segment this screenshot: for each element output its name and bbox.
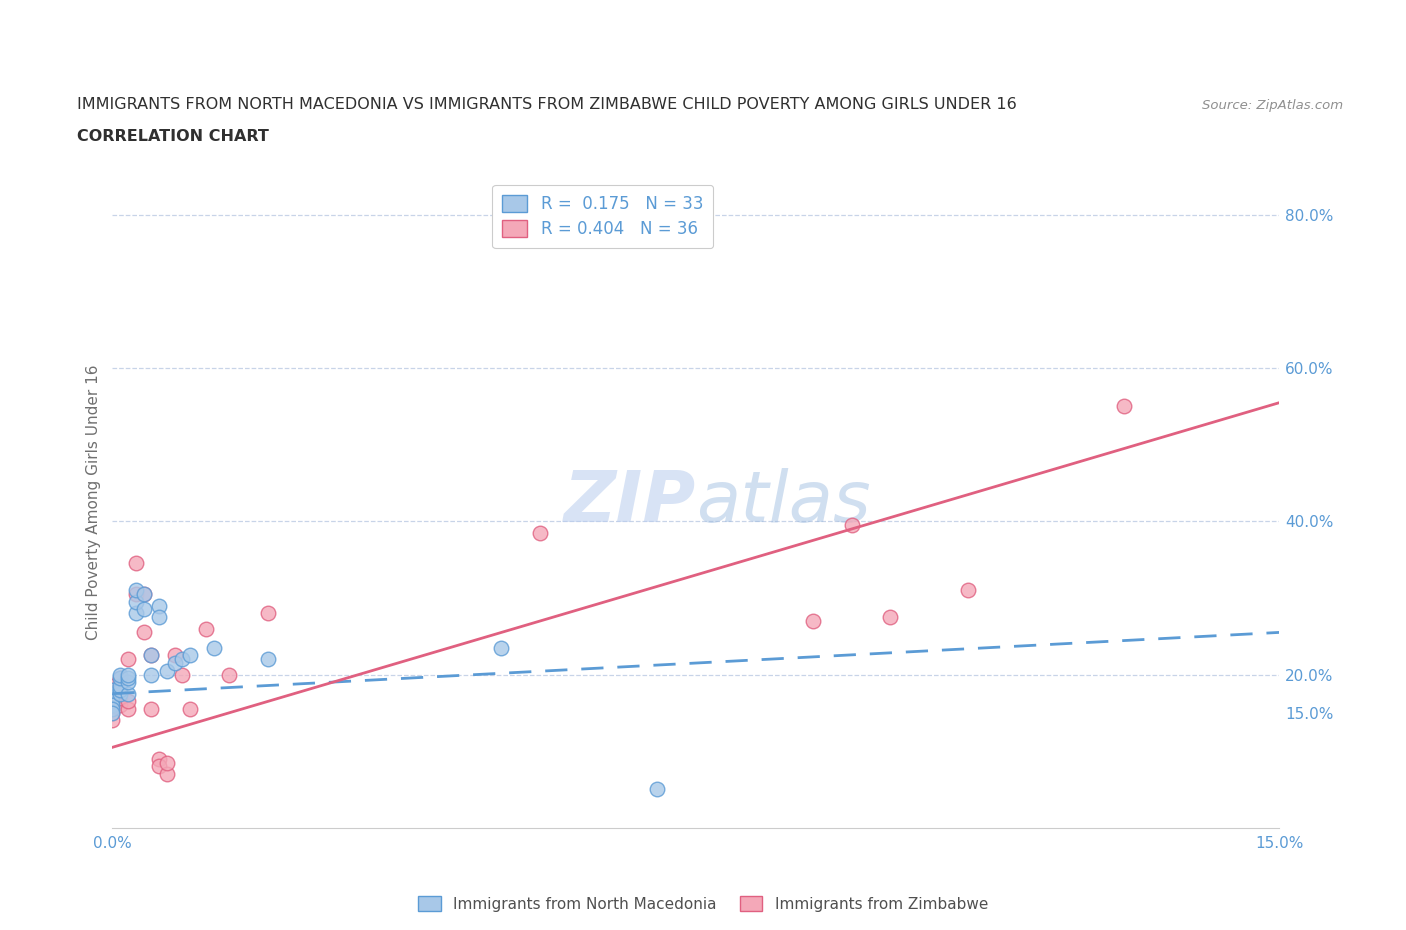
Point xyxy=(491,640,513,655)
Point xyxy=(257,652,280,667)
Point xyxy=(141,667,163,682)
Point xyxy=(141,648,163,663)
Point xyxy=(125,556,148,571)
Point xyxy=(194,621,217,636)
Point xyxy=(125,587,148,602)
Point xyxy=(156,755,179,770)
Point xyxy=(101,705,124,720)
Point xyxy=(101,713,124,728)
Point xyxy=(101,705,124,720)
Point xyxy=(179,701,201,716)
Point xyxy=(110,683,132,698)
Point xyxy=(148,759,170,774)
Point xyxy=(879,610,901,625)
Point xyxy=(218,667,240,682)
Point xyxy=(202,640,225,655)
Point xyxy=(132,587,155,602)
Point xyxy=(117,694,139,709)
Point xyxy=(110,671,132,685)
Y-axis label: Child Poverty Among Girls Under 16: Child Poverty Among Girls Under 16 xyxy=(86,365,101,640)
Point xyxy=(125,605,148,620)
Point xyxy=(1112,399,1135,414)
Point xyxy=(117,652,139,667)
Point xyxy=(801,614,824,629)
Point xyxy=(110,686,132,701)
Point xyxy=(117,667,139,682)
Point xyxy=(163,656,186,671)
Point xyxy=(101,694,124,709)
Point xyxy=(125,583,148,598)
Point xyxy=(101,683,124,698)
Point xyxy=(110,671,132,685)
Text: atlas: atlas xyxy=(696,468,870,537)
Point xyxy=(172,652,194,667)
Point xyxy=(156,766,179,781)
Point xyxy=(101,690,124,705)
Point xyxy=(141,701,163,716)
Point xyxy=(117,701,139,716)
Point xyxy=(132,625,155,640)
Point xyxy=(148,751,170,766)
Point xyxy=(125,594,148,609)
Point xyxy=(101,679,124,694)
Point xyxy=(163,648,186,663)
Point xyxy=(117,671,139,685)
Point xyxy=(156,663,179,678)
Point xyxy=(172,667,194,682)
Point xyxy=(101,698,124,712)
Text: ZIP: ZIP xyxy=(564,468,696,537)
Point xyxy=(117,675,139,690)
Point xyxy=(148,610,170,625)
Point xyxy=(117,686,139,701)
Text: Source: ZipAtlas.com: Source: ZipAtlas.com xyxy=(1202,99,1343,112)
Point xyxy=(101,686,124,701)
Point xyxy=(179,648,201,663)
Point xyxy=(110,679,132,694)
Point xyxy=(101,686,124,701)
Text: CORRELATION CHART: CORRELATION CHART xyxy=(77,129,269,144)
Point xyxy=(101,694,124,709)
Point xyxy=(148,598,170,613)
Point xyxy=(957,583,980,598)
Point xyxy=(257,605,280,620)
Point xyxy=(101,683,124,698)
Point xyxy=(529,525,551,540)
Point xyxy=(645,782,668,797)
Point xyxy=(132,587,155,602)
Point xyxy=(110,698,132,712)
Legend: R =  0.175   N = 33, R = 0.404   N = 36: R = 0.175 N = 33, R = 0.404 N = 36 xyxy=(492,185,713,248)
Point xyxy=(101,698,124,712)
Point xyxy=(141,648,163,663)
Point xyxy=(841,518,863,533)
Legend: Immigrants from North Macedonia, Immigrants from Zimbabwe: Immigrants from North Macedonia, Immigra… xyxy=(412,889,994,918)
Point xyxy=(101,701,124,716)
Point xyxy=(110,667,132,682)
Text: IMMIGRANTS FROM NORTH MACEDONIA VS IMMIGRANTS FROM ZIMBABWE CHILD POVERTY AMONG : IMMIGRANTS FROM NORTH MACEDONIA VS IMMIG… xyxy=(77,97,1017,112)
Point xyxy=(110,690,132,705)
Point xyxy=(132,602,155,617)
Point xyxy=(101,701,124,716)
